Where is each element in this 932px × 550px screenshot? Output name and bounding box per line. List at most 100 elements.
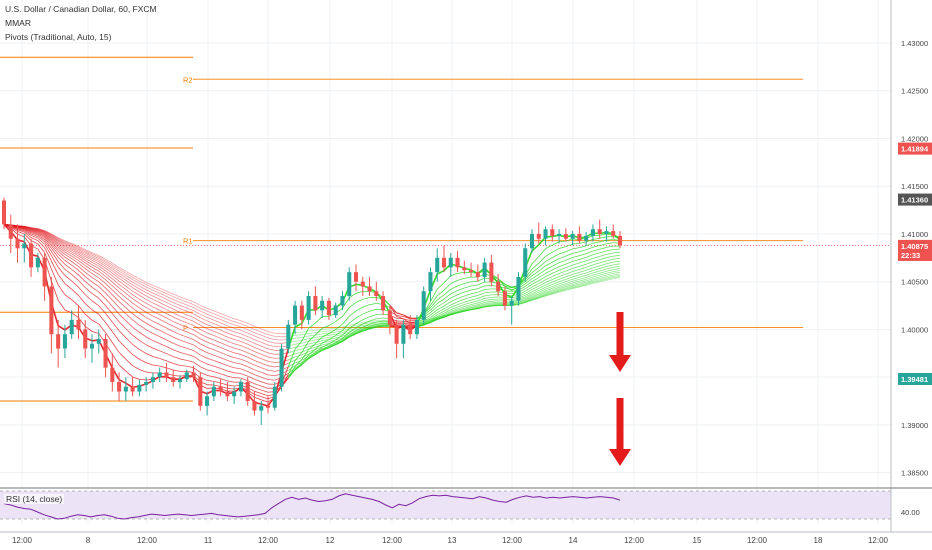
mmar-segment: [51, 233, 59, 238]
rsi-indicator-label[interactable]: RSI (14, close): [4, 494, 65, 504]
mmar-segment: [613, 251, 621, 254]
mmar-segment: [565, 286, 573, 290]
mmar-segment: [159, 319, 167, 324]
mmar-segment: [470, 300, 478, 303]
mmar-segment: [186, 342, 194, 346]
mmar-segment: [152, 289, 160, 294]
mmar-segment: [206, 307, 214, 312]
mmar-segment: [295, 345, 302, 348]
mmar-segment: [37, 236, 45, 242]
mmar-segment: [403, 318, 411, 324]
mmar-segment: [24, 226, 32, 229]
mmar-segment: [606, 273, 614, 276]
mmar-segment: [118, 284, 127, 290]
mmar-segment: [599, 276, 607, 279]
mmar-segment: [112, 272, 120, 279]
indicator-mmar-label[interactable]: MMAR: [5, 18, 31, 28]
mmar-segment: [71, 288, 79, 296]
mmar-segment: [240, 349, 248, 354]
mmar-segment: [247, 332, 255, 337]
mmar-segment: [525, 289, 533, 294]
mmar-segment: [234, 347, 242, 351]
mmar-segment: [240, 323, 248, 327]
mmar-segment: [91, 264, 99, 269]
mmar-segment: [342, 307, 350, 317]
mmar-segment: [477, 292, 485, 296]
mmar-segment: [524, 278, 533, 285]
mmar-segment: [254, 383, 262, 387]
mmar-segment: [125, 289, 133, 295]
mmar-segment: [220, 368, 228, 372]
mmar-segment: [213, 316, 221, 320]
mmar-segment: [125, 313, 133, 321]
mmar-segment: [152, 326, 160, 331]
mmar-segment: [443, 301, 451, 307]
mmar-segment: [558, 259, 566, 264]
mmar-segment: [606, 278, 614, 281]
mmar-segment: [234, 343, 242, 347]
mmar-segment: [552, 291, 560, 295]
mmar-segment: [565, 288, 573, 291]
mmar-segment: [450, 280, 458, 284]
mmar-segment: [355, 290, 363, 294]
mmar-segment: [613, 260, 621, 263]
mmar-segment: [145, 353, 154, 357]
mmar-segment: [552, 289, 560, 293]
mmar-segment: [166, 327, 174, 332]
candle-body: [218, 386, 223, 392]
mmar-segment: [531, 296, 539, 300]
mmar-segment: [362, 304, 370, 308]
down-arrow-head: [609, 355, 631, 372]
mmar-segment: [85, 265, 93, 271]
mmar-segment: [200, 360, 208, 365]
mmar-segment: [139, 349, 147, 354]
mmar-segment: [531, 256, 540, 265]
mmar-segment: [166, 333, 174, 338]
mmar-segment: [139, 312, 147, 318]
price-label: 1.40875: [901, 242, 928, 251]
mmar-segment: [443, 283, 452, 291]
mmar-segment: [443, 311, 451, 316]
mmar-segment: [328, 339, 336, 345]
mmar-segment: [579, 281, 587, 285]
mmar-segment: [78, 250, 86, 256]
mmar-segment: [606, 239, 614, 241]
mmar-segment: [179, 324, 187, 328]
mmar-segment: [139, 318, 147, 324]
mmar-segment: [112, 294, 120, 302]
candle-body: [617, 235, 623, 246]
mmar-segment: [592, 270, 600, 274]
mmar-segment: [545, 284, 553, 288]
mmar-segment: [592, 237, 600, 240]
mmar-segment: [558, 255, 566, 259]
symbol-title[interactable]: U.S. Dollar / Canadian Dollar, 60, FXCM: [5, 4, 157, 14]
mmar-segment: [132, 276, 140, 282]
mmar-segment: [579, 280, 587, 284]
mmar-segment: [64, 264, 72, 270]
mmar-segment: [355, 328, 363, 333]
mmar-segment: [213, 376, 221, 380]
mmar-segment: [193, 304, 201, 309]
mmar-segment: [552, 283, 560, 287]
mmar-segment: [613, 276, 621, 279]
mmar-segment: [328, 343, 336, 348]
mmar-segment: [64, 275, 72, 282]
price-label-bg: [898, 248, 932, 261]
candle-body: [96, 338, 101, 344]
mmar-segment: [308, 334, 316, 342]
mmar-segment: [78, 260, 86, 266]
mmar-segment: [30, 230, 38, 234]
mmar-segment: [132, 294, 140, 300]
mmar-segment: [477, 306, 485, 309]
mmar-segment: [457, 298, 465, 303]
mmar-segment: [71, 249, 79, 255]
mmar-segment: [470, 295, 478, 298]
mmar-segment: [57, 239, 66, 244]
mmar-segment: [240, 363, 248, 368]
indicator-pivots-label[interactable]: Pivots (Traditional, Auto, 15): [5, 32, 112, 42]
mmar-segment: [173, 293, 181, 298]
mmar-segment: [98, 277, 106, 284]
mmar-segment: [525, 299, 533, 303]
mmar-segment: [457, 310, 465, 314]
